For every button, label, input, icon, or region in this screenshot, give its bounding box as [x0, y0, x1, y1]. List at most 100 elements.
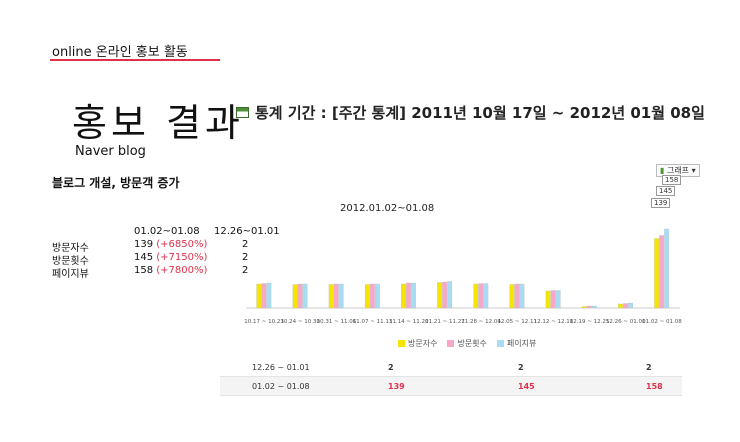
chart-bar[interactable]	[328, 284, 334, 309]
chart-bar[interactable]	[447, 281, 453, 309]
table-cell: 158	[646, 382, 663, 391]
stats-col1-header: 01.02~01.08	[134, 226, 200, 237]
chevron-down-icon: ▾	[691, 166, 696, 175]
chart-bar[interactable]	[266, 282, 272, 309]
stats-row-label: 페이지뷰	[52, 269, 89, 280]
chart-bar[interactable]	[338, 283, 344, 309]
x-tick-label: 11.28 ~ 12.04	[461, 319, 501, 325]
stats-value: 145	[134, 252, 154, 263]
table-row: 01.02 ~ 01.08 139 145 158	[220, 377, 682, 396]
table-cell: 2	[646, 363, 652, 372]
chart-bar[interactable]	[654, 238, 660, 309]
x-tick-label: 11.21 ~ 11.27	[425, 319, 465, 325]
chart-bar[interactable]	[302, 283, 308, 309]
legend-label: 페이지뷰	[506, 339, 537, 348]
stats-row-label: 방문횟수	[52, 256, 89, 267]
stats-value: 158	[134, 265, 154, 276]
chart-bar[interactable]	[442, 281, 448, 309]
chart-bar[interactable]	[509, 284, 515, 309]
legend-swatch	[398, 340, 405, 347]
x-tick-label: 11.14 ~ 11.20	[389, 319, 429, 325]
page-title: 홍보 결과	[72, 101, 244, 145]
section-subtitle: 블로그 개설, 방문객 증가	[52, 176, 180, 190]
legend-swatch	[447, 340, 455, 347]
table-cell-period: 12.26 ~ 01.01	[252, 363, 310, 372]
table-cell-period: 01.02 ~ 01.08	[252, 382, 310, 391]
period-heading: 통계 기간 : [주간 통계] 2011년 10월 17일 ~ 2012년 01…	[236, 102, 705, 123]
section-header: online 온라인 홍보 활동	[52, 45, 188, 60]
graph-toggle-button[interactable]: ▮ 그래프 ▾	[656, 164, 700, 177]
x-tick-label: 10.31 ~ 11.06	[317, 319, 357, 325]
graph-button-label: 그래프	[666, 166, 690, 175]
stats-pct: (+6850%)	[156, 239, 208, 250]
x-tick-label: 12.12 ~ 12.18	[534, 319, 574, 325]
stats-row-value: 145 (+7150%)	[134, 252, 207, 263]
header-underline	[50, 59, 220, 61]
stats-value: 139	[134, 239, 154, 250]
bar-chart-icon: ▮	[660, 166, 665, 175]
x-tick-label: 11.07 ~ 11.13	[353, 319, 393, 325]
chart-bar[interactable]	[664, 228, 670, 309]
chart-bar[interactable]	[483, 283, 489, 309]
legend-item: 방문횟수	[447, 338, 487, 349]
chart-legend: 방문자수 방문횟수 페이지뷰	[398, 338, 536, 349]
legend-label: 방문자수	[408, 339, 438, 348]
x-tick-label: 10.24 ~ 10.30	[280, 319, 320, 325]
chart-bar[interactable]	[550, 290, 556, 309]
chart-bar[interactable]	[618, 303, 623, 309]
blog-label: Naver blog	[75, 144, 146, 159]
tooltip-visits: 145	[656, 186, 676, 196]
stats-row-prev: 2	[242, 265, 249, 276]
chart-bar[interactable]	[659, 235, 665, 309]
tooltip-pageview: 158	[662, 175, 682, 185]
chart-bar[interactable]	[261, 283, 267, 309]
legend-item: 방문자수	[398, 338, 437, 349]
chart-bar[interactable]	[297, 283, 303, 309]
chart-bar[interactable]	[364, 284, 370, 309]
stats-row-value: 158 (+7800%)	[134, 265, 207, 276]
table-cell: 2	[388, 363, 394, 372]
chart-bar[interactable]	[401, 283, 406, 309]
x-tick-label: 12.19 ~ 12.25	[570, 319, 610, 325]
chart-bar[interactable]	[473, 283, 479, 309]
stats-row-value: 139 (+6850%)	[134, 239, 207, 250]
period-text: 통계 기간 : [주간 통계] 2011년 10월 17일 ~ 2012년 01…	[255, 104, 705, 122]
chart-title: 2012.01.02~01.08	[340, 203, 435, 214]
stats-pct: (+7800%)	[156, 265, 208, 276]
legend-swatch	[496, 340, 504, 347]
chart-bar[interactable]	[581, 306, 587, 309]
stats-row-prev: 2	[242, 239, 249, 250]
chart-bar[interactable]	[437, 282, 443, 309]
summary-table: 12.26 ~ 01.01 2 2 2 01.02 ~ 01.08 139 14…	[220, 358, 682, 396]
table-row: 12.26 ~ 01.01 2 2 2	[220, 358, 682, 377]
chart-bar[interactable]	[555, 290, 561, 309]
x-tick-label: 10.17 ~ 10.23	[244, 319, 284, 325]
chart-bar[interactable]	[292, 284, 298, 309]
chart-bar[interactable]	[256, 283, 262, 309]
chart-bar[interactable]	[628, 302, 633, 309]
chart-bar[interactable]	[333, 283, 339, 309]
chart-bar[interactable]	[519, 283, 525, 309]
chart-bar[interactable]	[545, 290, 551, 309]
stats-row-label: 방문자수	[52, 243, 89, 254]
stats-row-prev: 2	[242, 252, 249, 263]
chart-bar[interactable]	[406, 282, 411, 309]
table-cell: 2	[518, 363, 524, 372]
chart-bar[interactable]	[411, 282, 416, 309]
chart-bar[interactable]	[369, 283, 375, 309]
window-icon	[236, 107, 249, 118]
chart-bar[interactable]	[591, 305, 597, 309]
x-tick-label: 12.05 ~ 12.11	[497, 319, 537, 325]
x-tick-label: 01.02 ~ 01.08	[642, 319, 682, 325]
stats-pct: (+7150%)	[156, 252, 208, 263]
chart-bar[interactable]	[478, 283, 484, 309]
chart-bar[interactable]	[374, 283, 380, 309]
stats-col2-header: 12.26~01.01	[214, 226, 280, 237]
chart-bar[interactable]	[623, 303, 628, 309]
table-cell: 145	[518, 382, 535, 391]
chart-bar[interactable]	[586, 305, 592, 309]
tooltip-visitors: 139	[651, 198, 671, 208]
x-tick-label: 12.26 ~ 01.01	[606, 319, 646, 325]
chart-bar[interactable]	[514, 283, 520, 309]
